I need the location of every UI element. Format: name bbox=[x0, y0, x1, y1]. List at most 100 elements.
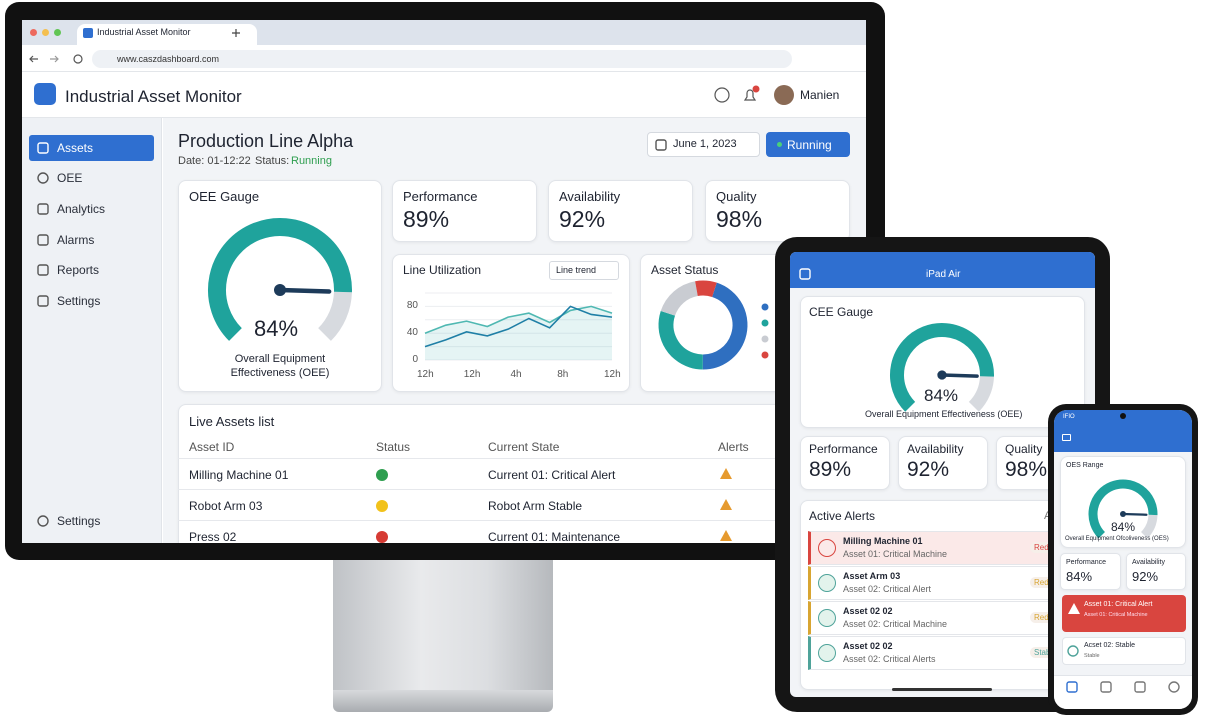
stable-alert[interactable] bbox=[1062, 637, 1186, 665]
icon bbox=[720, 468, 732, 479]
alert-subtitle: Stable bbox=[1084, 653, 1100, 659]
kpi-value: 92% bbox=[1132, 569, 1159, 584]
icon-shape bbox=[1168, 681, 1180, 693]
icon-shape bbox=[37, 515, 49, 527]
icon bbox=[799, 268, 811, 280]
browser-tab[interactable] bbox=[77, 24, 257, 45]
status-button-text[interactable]: Running bbox=[787, 138, 832, 152]
new-tab-icon bbox=[232, 29, 240, 37]
asset-state: Current 01: Maintenance bbox=[488, 530, 621, 543]
row-divider bbox=[178, 520, 850, 521]
tab-controls bbox=[232, 29, 240, 37]
gauge-caption: Overall Equipment Effectiveness (OEE) bbox=[230, 353, 330, 379]
address-field[interactable] bbox=[92, 50, 792, 68]
tablet-header bbox=[790, 252, 1095, 288]
phone-screen: IFIO OES Range 84% Overall Equipment Ofcoli… bbox=[1054, 410, 1192, 709]
alert-title: Asset 02 02 bbox=[843, 606, 893, 616]
x-tick-label: 8h bbox=[557, 369, 569, 380]
card-title: Asset Status bbox=[651, 263, 719, 277]
status-label: Status: bbox=[255, 155, 290, 167]
nav-item[interactable]: OEE bbox=[57, 171, 83, 185]
carrier: IFIO bbox=[1063, 414, 1075, 420]
alert-icon bbox=[818, 539, 836, 557]
icon bbox=[1066, 681, 1078, 693]
kpi-value: 92% bbox=[559, 206, 606, 232]
window-button[interactable] bbox=[54, 29, 61, 36]
nav-footer[interactable]: Settings bbox=[57, 514, 101, 528]
kpi-card bbox=[800, 436, 890, 490]
alert-title: Milling Machine 01 bbox=[843, 536, 923, 546]
asset-name[interactable]: Robot Arm 03 bbox=[189, 499, 263, 513]
home-indicator bbox=[892, 688, 992, 691]
more-link[interactable]: A bbox=[1044, 510, 1051, 522]
warning-icon bbox=[720, 530, 732, 541]
nav-item[interactable]: Alarms bbox=[57, 233, 95, 247]
alert-icon bbox=[818, 574, 836, 592]
gauge-caption: Overall Equipment Ofcoliveness (OES) bbox=[1065, 536, 1169, 542]
window-button[interactable] bbox=[30, 29, 37, 36]
icon-shape bbox=[37, 172, 49, 184]
alert-subtitle: Asset 02: Critical Alert bbox=[843, 584, 932, 594]
icon bbox=[655, 139, 667, 151]
assets-card bbox=[178, 404, 850, 543]
area bbox=[425, 306, 612, 360]
gauge-track bbox=[968, 375, 994, 412]
notification-badge bbox=[752, 85, 760, 93]
asset-name[interactable]: Milling Machine 01 bbox=[189, 468, 289, 482]
alert-tag: Red bbox=[1030, 612, 1053, 623]
gauge-value: 84% bbox=[1111, 520, 1136, 534]
user-name[interactable]: Manien bbox=[800, 88, 840, 102]
active-nav-item[interactable] bbox=[29, 135, 154, 161]
icon-shape bbox=[1067, 645, 1079, 657]
line-trend-select[interactable] bbox=[549, 261, 619, 280]
alert-tag: Red bbox=[1030, 542, 1053, 553]
help-icon bbox=[714, 87, 730, 103]
nav-buttons bbox=[29, 54, 83, 64]
icon bbox=[1067, 645, 1079, 657]
column-header[interactable]: Asset ID bbox=[189, 440, 235, 454]
date-picker-text[interactable]: June 1, 2023 bbox=[673, 138, 737, 150]
gauge-value: 84% bbox=[254, 316, 299, 341]
legend-dot bbox=[761, 335, 769, 343]
app-header bbox=[22, 72, 866, 118]
kpi-card bbox=[898, 436, 988, 490]
asset-name[interactable]: Press 02 bbox=[189, 530, 237, 543]
app-logo bbox=[34, 83, 56, 105]
y-tick-label: 40 bbox=[406, 327, 418, 339]
kpi-label: Availability bbox=[559, 189, 621, 204]
monitor-stand bbox=[333, 558, 553, 698]
nav-item[interactable]: Analytics bbox=[57, 202, 106, 216]
alert-title: Asset Arm 03 bbox=[843, 571, 901, 581]
gauge-track bbox=[317, 291, 352, 341]
kpi-label: Quality bbox=[716, 189, 757, 204]
critical-alert[interactable] bbox=[1062, 595, 1186, 632]
icon-shape bbox=[37, 264, 49, 276]
status-dot bbox=[376, 469, 388, 481]
x-tick-label: 12h bbox=[604, 369, 621, 380]
alert-subtitle: Asset 02: Critical Alerts bbox=[843, 654, 936, 664]
tab-favicon bbox=[83, 28, 93, 38]
select-text[interactable]: Line trend bbox=[556, 265, 597, 275]
nav-item[interactable]: Settings bbox=[57, 294, 101, 308]
y-tick-label: 80 bbox=[406, 300, 418, 312]
back-icon bbox=[29, 55, 38, 63]
tab-title: Industrial Asset Monitor bbox=[97, 27, 191, 37]
card-title: Line Utilization bbox=[403, 263, 482, 277]
card-title: CEE Gauge bbox=[809, 305, 874, 319]
alert-tag: Stab bbox=[1030, 647, 1055, 658]
icon bbox=[720, 499, 732, 510]
alert-icon bbox=[818, 609, 836, 627]
nav-item[interactable]: Reports bbox=[57, 263, 100, 277]
kpi-value: 98% bbox=[716, 206, 763, 232]
gauge-value-arc bbox=[1088, 479, 1158, 539]
menu-icon[interactable] bbox=[1062, 434, 1071, 441]
alert-icon bbox=[818, 644, 836, 662]
icon-shape bbox=[799, 268, 811, 280]
kpi-label: Availability bbox=[1132, 559, 1165, 566]
nav-item[interactable]: Assets bbox=[57, 141, 94, 155]
icon bbox=[37, 515, 49, 527]
window-button[interactable] bbox=[42, 29, 49, 36]
oee-card bbox=[1060, 456, 1186, 548]
icon-shape bbox=[655, 139, 667, 151]
